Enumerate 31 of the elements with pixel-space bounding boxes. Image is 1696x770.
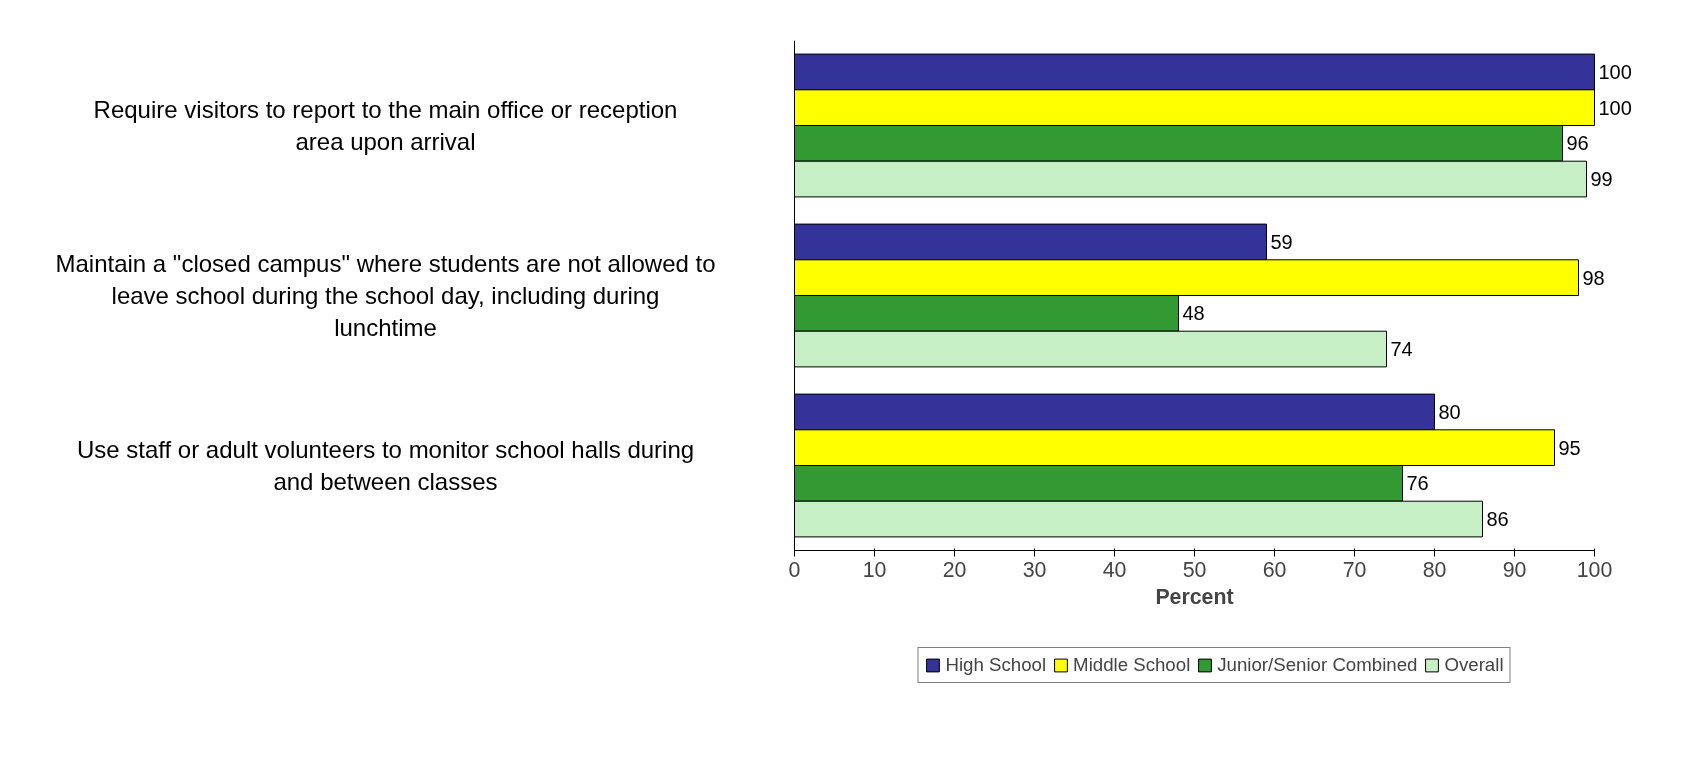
x-tick-label: 50 <box>1182 557 1207 582</box>
legend-label: Junior/Senior Combined <box>1217 654 1418 676</box>
legend-label: High School <box>945 654 1047 676</box>
y-tick-label: Maintain a "closed campus" where students are not allowed to leave school during the school day, including during lunchtime <box>55 249 716 342</box>
data-label: 59 <box>1270 230 1293 253</box>
x-tick-label: 80 <box>1422 557 1447 582</box>
data-label: 48 <box>1182 302 1205 325</box>
data-label: 100 <box>1598 96 1632 119</box>
legend-label: Overall <box>1444 654 1504 676</box>
x-tick-label: 40 <box>1102 557 1127 582</box>
data-label: 99 <box>1590 168 1613 191</box>
data-label: 100 <box>1598 60 1632 83</box>
y-tick-label: Require visitors to report to the main office or reception area upon arrival <box>93 95 678 156</box>
x-tick-label: 0 <box>788 557 801 582</box>
legend-label: Middle School <box>1073 654 1191 676</box>
x-tick-label: 30 <box>1022 557 1047 582</box>
data-label: 95 <box>1558 436 1581 459</box>
y-tick-label: Use staff or adult volunteers to monitor school halls during and between classes <box>76 435 695 496</box>
data-label: 76 <box>1406 472 1429 495</box>
x-tick-label: 100 <box>1576 557 1613 582</box>
x-tick-label: 20 <box>942 557 967 582</box>
x-tick-label: 60 <box>1262 557 1287 582</box>
data-label: 98 <box>1582 266 1605 289</box>
data-label: 80 <box>1438 400 1461 423</box>
data-label: 96 <box>1566 132 1589 155</box>
data-label: 74 <box>1390 338 1413 361</box>
data-label: 86 <box>1486 508 1509 531</box>
x-tick-label: 90 <box>1502 557 1527 582</box>
x-axis-title: Percent <box>1155 584 1234 609</box>
x-tick-label: 10 <box>862 557 887 582</box>
x-tick-label: 70 <box>1342 557 1367 582</box>
